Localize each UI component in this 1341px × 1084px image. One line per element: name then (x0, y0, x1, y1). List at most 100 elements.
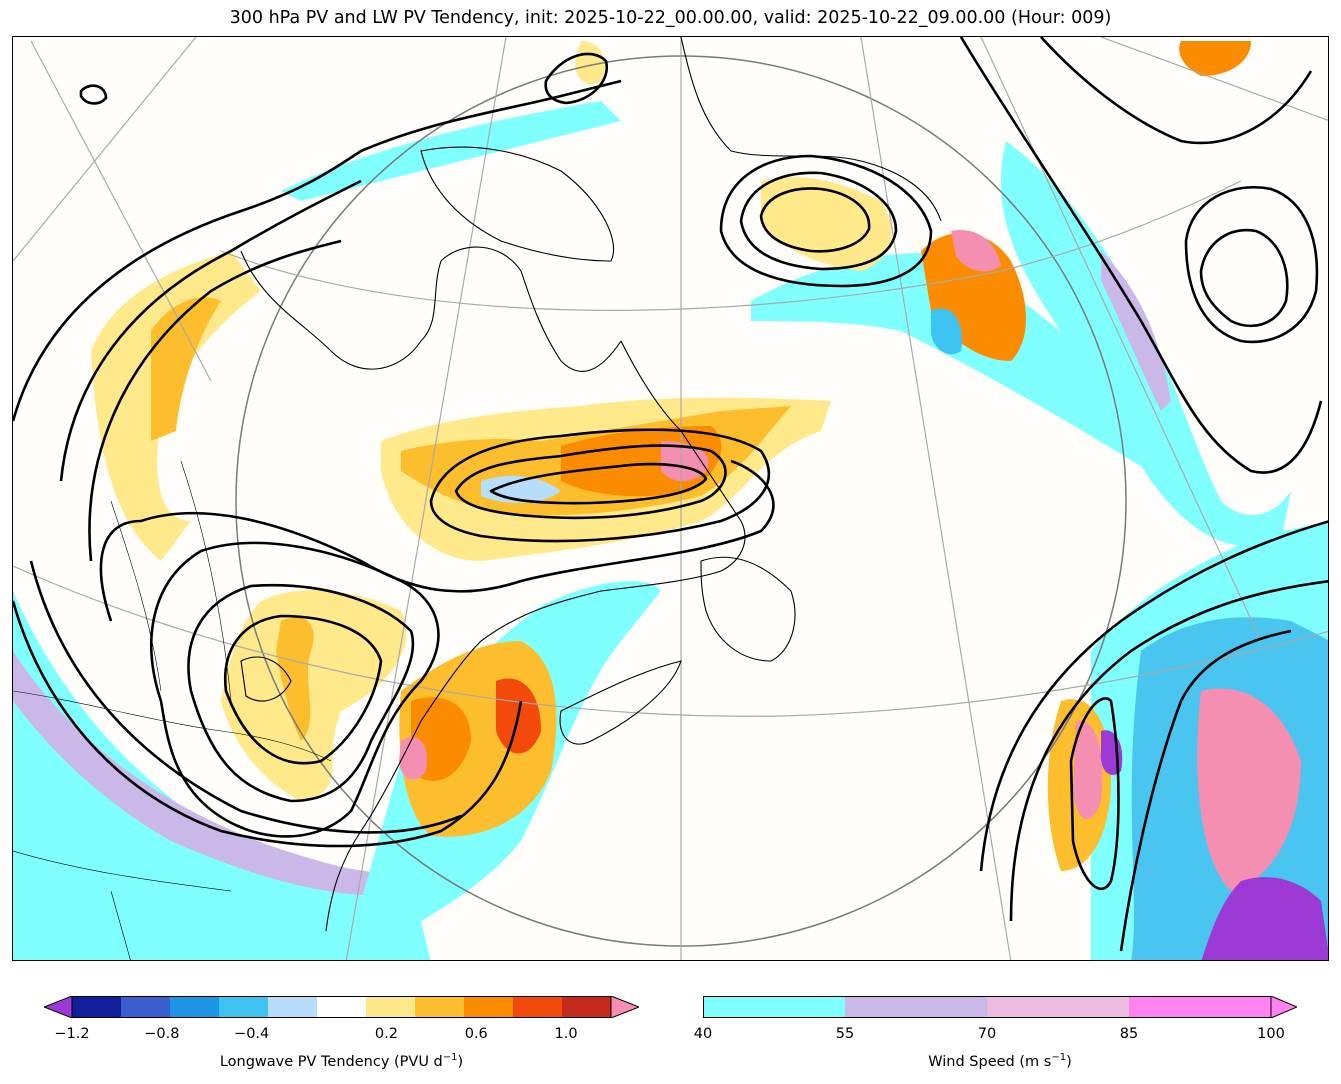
pv-colorbar-bin (72, 996, 122, 1018)
ws-colorbar-bin (1129, 996, 1272, 1018)
pv-tick-label: −0.4 (234, 1026, 270, 1042)
pv-colorbar-bin (170, 996, 220, 1018)
jet-purple-east (1101, 251, 1171, 411)
labrador-coast (620, 340, 746, 572)
pv-colorbar-bin (513, 996, 563, 1018)
ws-tick-label: 70 (977, 1026, 997, 1042)
pv-contour-greenland-low-2 (739, 171, 898, 271)
pv-contour-northeast-ring (1199, 228, 1289, 328)
wind-speed-label-exponent: −1 (1051, 1052, 1067, 1063)
jet-cyan-greenland (751, 253, 1184, 491)
ws-over-triangle (1270, 995, 1299, 1019)
graticule (13, 37, 1328, 960)
pv-contour-labrador-3 (429, 428, 771, 543)
pv-contour-southeast-2 (1009, 579, 1328, 922)
pv-pos-ne-orange (1179, 41, 1251, 76)
pv-contour-gl-ring-3 (223, 614, 383, 765)
pv-colorbar-bin (268, 996, 318, 1018)
pv-tendency-colorbar (42, 995, 641, 1022)
pv-tick-label: 0.6 (464, 1026, 488, 1042)
map-canvas (13, 37, 1328, 960)
pv-tendency-label-close: ) (457, 1053, 464, 1070)
latitude-arc-south (13, 565, 1328, 717)
baffin-island (420, 146, 615, 262)
pv-tick-label: 0.2 (374, 1026, 398, 1042)
province-border-3 (13, 850, 232, 892)
quebec-coast (420, 570, 722, 722)
pv-pos-gl-yellow (221, 590, 407, 801)
wind-speed-colorbar (702, 995, 1299, 1022)
coastlines (240, 37, 942, 932)
pv-contour-southeast-3 (1069, 697, 1120, 891)
pv-tick-label: −1.2 (54, 1026, 90, 1042)
greenland-coast (680, 37, 942, 222)
ws-tick-label: 100 (1257, 1026, 1285, 1042)
meridian-5 (860, 37, 1012, 960)
map-panel (12, 36, 1329, 961)
hudson-bay-coast (240, 246, 622, 372)
pv-colorbar-bin (317, 996, 367, 1018)
pv-colorbar-bin (562, 996, 612, 1018)
pv-contours (13, 37, 1328, 952)
ws-tick-label: 85 (1119, 1026, 1139, 1042)
pv-neg-iceland-blue (931, 308, 962, 355)
pv-pos-west-arc-orange (151, 297, 221, 441)
pv-pos-iceland-magenta (951, 230, 1001, 272)
pv-contour-gl-ring-1 (150, 541, 440, 838)
ws-tick-label: 55 (835, 1026, 855, 1042)
pv-colorbar-bin (121, 996, 171, 1018)
ws-tick-label: 40 (693, 1026, 713, 1042)
wind-speed-colorbar-label: Wind Speed (m s−1) (703, 1052, 1297, 1070)
canada-us-border (13, 690, 332, 762)
pv-contour-big-trough-2 (59, 179, 362, 482)
pv-contour-nw-small (79, 84, 108, 105)
nova-scotia (559, 660, 682, 745)
pv-tendency-colorbar-swatches (42, 995, 641, 1022)
pv-contour-trough-loop (99, 459, 775, 622)
wind-speed-label-text: Wind Speed (m s (928, 1053, 1052, 1070)
pv-contour-northeast-2 (1040, 37, 1313, 145)
wind-speed-colorbar-swatches (702, 995, 1299, 1022)
pv-contour-greenland-low-1 (719, 154, 933, 288)
province-border-4 (110, 890, 131, 960)
jet-cyan-southwest (13, 591, 431, 960)
pv-contour-south-1 (13, 600, 523, 848)
pv-contour-northeast-1 (959, 37, 1323, 474)
pv-contour-labrador-1 (454, 444, 727, 520)
pv-contour-northeast-ring2 (1184, 185, 1319, 344)
pv-over-triangle (610, 995, 641, 1019)
pv-pos-gl-orange (276, 617, 314, 741)
figure-title: 300 hPa PV and LW PV Tendency, init: 202… (229, 8, 1112, 28)
meridian-3 (345, 37, 507, 960)
us-east-coast (325, 720, 422, 932)
meridian-6 (980, 37, 1262, 642)
pv-pos-north-yellow (575, 41, 605, 85)
pv-pos-coast-magenta (399, 737, 427, 780)
ws-colorbar-bin (703, 996, 846, 1018)
latitude-arc-north (220, 180, 1242, 311)
pv-under-triangle (42, 995, 73, 1019)
ws-colorbar-bin (845, 996, 988, 1018)
pv-contour-greenland-low-3 (759, 187, 871, 253)
jet-cyan-north (281, 101, 621, 201)
pv-mixed-se-purple (1201, 877, 1328, 960)
wind-speed-label-close: ) (1066, 1053, 1072, 1070)
pv-contour-big-trough-outer (13, 79, 622, 422)
jet-purple-southwest (13, 651, 396, 896)
pv-colorbar-bin (415, 996, 465, 1018)
pv-tendency-label-exponent: −1 (442, 1052, 458, 1063)
pv-tick-label: 1.0 (554, 1026, 578, 1042)
pv-contour-north-closed (544, 52, 609, 105)
newfoundland (700, 556, 796, 662)
ws-colorbar-bin (987, 996, 1130, 1018)
pv-colorbar-outline (71, 996, 612, 1018)
pv-pos-se-magenta (1073, 720, 1103, 820)
pv-contour-south-2 (29, 560, 462, 834)
pv-contour-trough-inner-1 (88, 239, 342, 562)
pv-tendency-colorbar-label: Longwave PV Tendency (PVU d−1) (44, 1052, 639, 1070)
province-border-1 (110, 500, 162, 692)
meridian-7 (1100, 37, 1328, 121)
pv-contour-gl-ring-2 (187, 584, 415, 803)
pv-contour-southeast-1 (979, 520, 1328, 872)
meridian-2 (13, 37, 197, 262)
